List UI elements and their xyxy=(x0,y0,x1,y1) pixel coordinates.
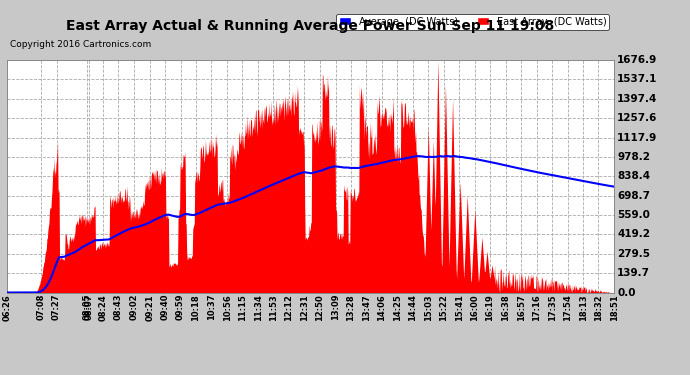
Text: 559.0: 559.0 xyxy=(617,210,650,220)
Text: 419.2: 419.2 xyxy=(617,230,650,239)
Text: 1537.1: 1537.1 xyxy=(617,74,658,84)
Text: 838.4: 838.4 xyxy=(617,171,650,181)
Text: 978.2: 978.2 xyxy=(617,152,650,162)
Text: 139.7: 139.7 xyxy=(617,268,650,278)
Text: Copyright 2016 Cartronics.com: Copyright 2016 Cartronics.com xyxy=(10,40,152,49)
Text: 1257.6: 1257.6 xyxy=(617,113,658,123)
Text: East Array Actual & Running Average Power Sun Sep 11 19:08: East Array Actual & Running Average Powe… xyxy=(66,19,555,33)
Text: 1117.9: 1117.9 xyxy=(617,132,658,142)
Text: 279.5: 279.5 xyxy=(617,249,650,259)
Text: 0.0: 0.0 xyxy=(617,288,635,297)
Text: 1676.9: 1676.9 xyxy=(617,55,658,65)
Legend: Average  (DC Watts), East Array  (DC Watts): Average (DC Watts), East Array (DC Watts… xyxy=(336,14,609,30)
Text: 1397.4: 1397.4 xyxy=(617,94,658,104)
Text: 698.7: 698.7 xyxy=(617,190,650,201)
